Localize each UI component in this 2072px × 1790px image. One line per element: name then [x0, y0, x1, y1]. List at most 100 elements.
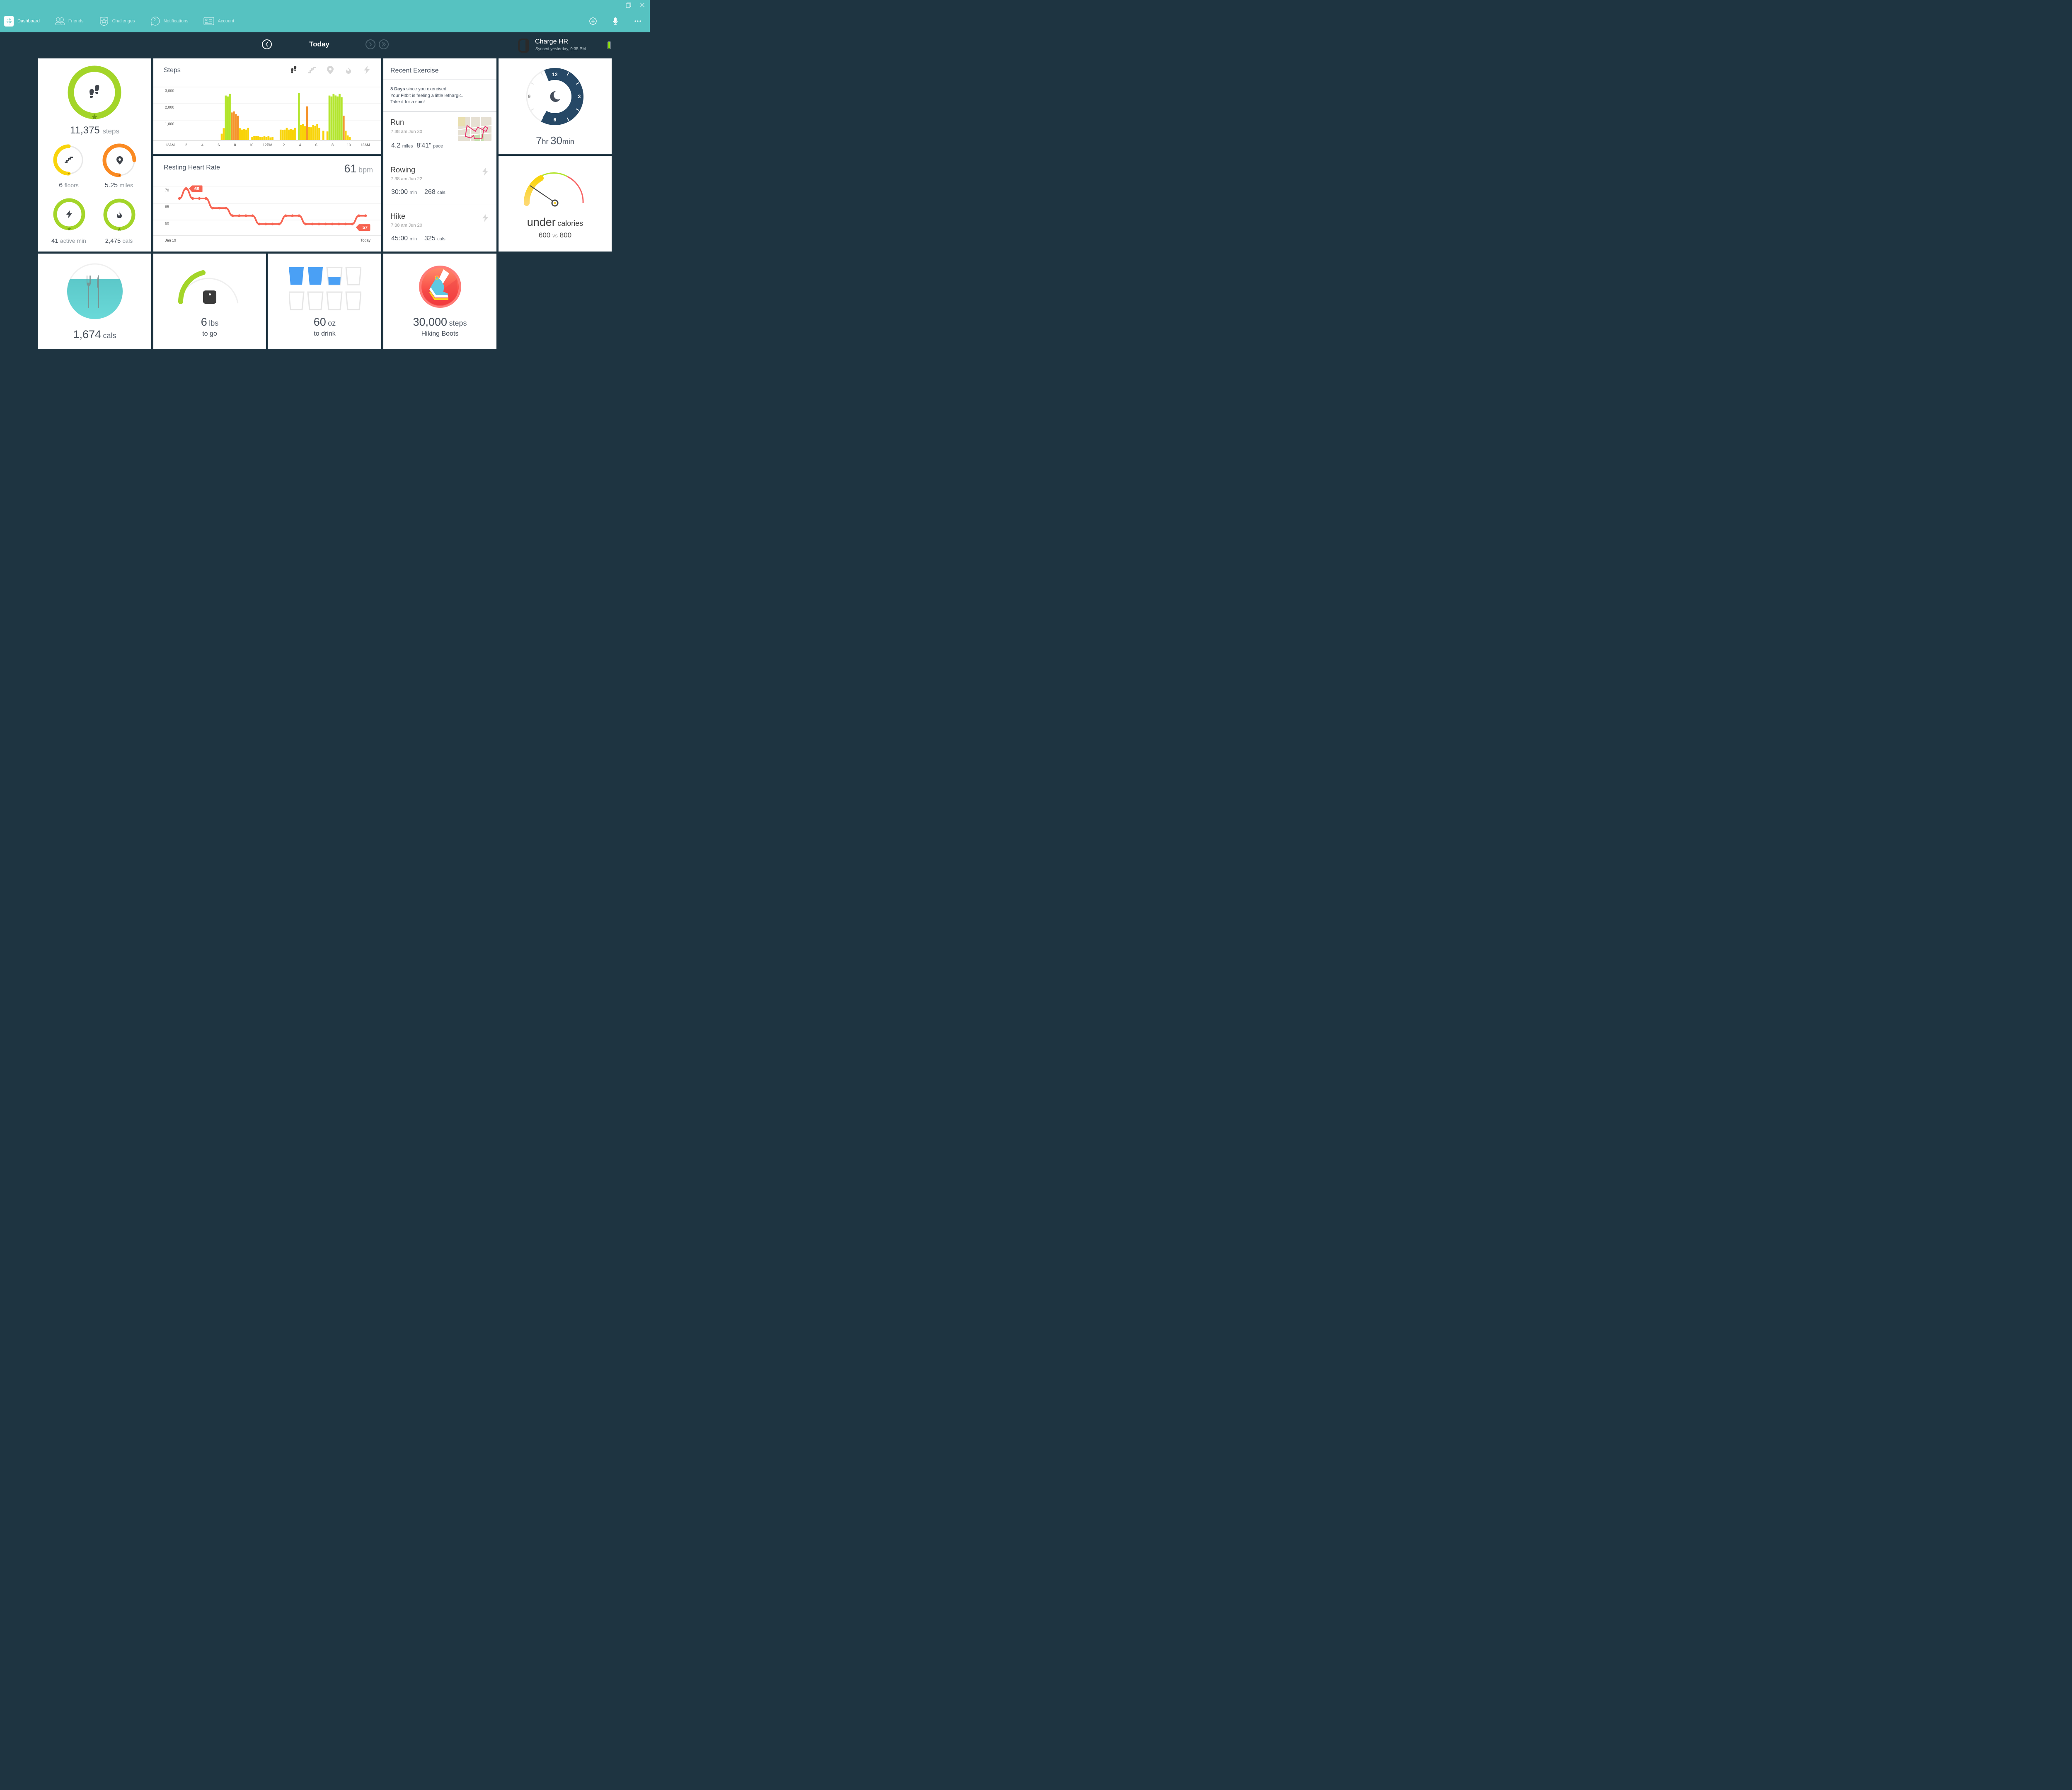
active-minutes-ring: [53, 198, 85, 231]
distance-progress-ring: [102, 143, 136, 177]
water-intake-tile[interactable]: 60 oz to drink: [268, 254, 381, 349]
calories-burned-ring: [103, 198, 136, 231]
nav-challenges[interactable]: Challenges: [99, 16, 135, 27]
location-icon[interactable]: [326, 65, 335, 75]
water-glass-empty: [326, 291, 343, 310]
device-name: Charge HR: [535, 38, 569, 45]
svg-text:8: 8: [234, 143, 236, 147]
water-glass-empty: [307, 291, 324, 310]
svg-text:2: 2: [283, 143, 285, 147]
weight-goal-tile[interactable]: 6 lbs to go: [153, 254, 266, 349]
fork-knife-icon: [87, 275, 99, 308]
moon-icon: [550, 91, 560, 102]
date-navigator: Today: [262, 39, 390, 50]
jump-to-today-button[interactable]: [379, 39, 389, 49]
metric-selector: [289, 65, 371, 75]
resting-heart-rate-tile[interactable]: Resting Heart Rate 61 bpm 70 65 60 Jan 19 To…: [153, 156, 381, 252]
svg-text:60: 60: [165, 221, 169, 225]
water-glass-full: [308, 267, 323, 285]
water-glass-full: [289, 267, 304, 285]
daily-stats-tile[interactable]: 11,375 steps 6 floors 5.25 miles 41 acti…: [38, 58, 151, 252]
nav-friends[interactable]: Friends: [55, 16, 84, 27]
water-glass-empty: [345, 267, 361, 285]
water-glass-empty: [345, 291, 361, 310]
double-chevron-right-icon: [382, 42, 386, 47]
weight-progress-gauge: [178, 270, 239, 304]
calorie-balance-tile[interactable]: under calories 600 vs 800: [499, 156, 612, 252]
calories-flame-icon[interactable]: [344, 65, 353, 75]
nav-dashboard-label: Dashboard: [17, 19, 40, 24]
max-heart-rate-label: 69: [188, 185, 203, 193]
notification-count-badge: 2: [153, 18, 156, 22]
run-route-map[interactable]: [458, 117, 491, 141]
previous-day-button[interactable]: [262, 39, 272, 49]
water-subtitle: to drink: [314, 330, 336, 337]
svg-text:12AM: 12AM: [360, 143, 370, 147]
weight-subtitle: to go: [202, 330, 217, 337]
svg-text:2,000: 2,000: [165, 105, 174, 109]
floors-stat: 6 floors: [59, 182, 79, 189]
tracker-band-icon: [518, 39, 529, 53]
fitbit-logo-icon: [4, 16, 14, 27]
floors-icon[interactable]: [307, 65, 317, 75]
steps-icon[interactable]: [289, 65, 298, 75]
svg-text:4: 4: [201, 143, 203, 147]
exercise-title: Recent Exercise: [390, 67, 439, 74]
restore-window-icon[interactable]: [625, 2, 632, 8]
current-date-label: Today: [309, 40, 329, 48]
svg-text:3,000: 3,000: [165, 89, 174, 93]
nav-dashboard[interactable]: Dashboard: [4, 16, 40, 27]
nav-notifications-label: Notifications: [163, 19, 189, 24]
main-nav: Dashboard Friends Challenges: [4, 15, 249, 27]
steps-icon: [90, 85, 99, 98]
svg-text:3: 3: [578, 94, 581, 99]
steps-chart-tile[interactable]: Steps 3,000 2,000 1,000 12AM 2 4 6 8 10 12PM 2 4 6 8 1…: [153, 58, 381, 154]
device-status[interactable]: Charge HR Synced yesterday, 9:35 PM: [518, 37, 613, 54]
steps-stat: 11,375 steps: [70, 125, 119, 136]
water-stat: 60 oz: [313, 316, 336, 328]
exercise-item-run[interactable]: Run 7:38 am Jun 30 4.2 miles 8'41" pace: [383, 112, 496, 158]
svg-text:10: 10: [249, 143, 253, 147]
more-icon[interactable]: [633, 17, 642, 26]
top-bar: Dashboard Friends Challenges: [0, 0, 650, 32]
nav-challenges-label: Challenges: [112, 19, 135, 24]
sleep-tile[interactable]: 12 3 6 9 7hr 30min: [499, 58, 612, 154]
svg-text:12PM: 12PM: [263, 143, 273, 147]
calorie-status: under calories: [527, 216, 583, 228]
battery-icon: [608, 41, 611, 49]
svg-text:4: 4: [299, 143, 301, 147]
microphone-icon[interactable]: [611, 17, 620, 26]
calorie-balance-gauge: [523, 172, 584, 207]
lightning-icon: [66, 210, 72, 218]
chevron-left-icon: [265, 42, 268, 47]
nav-friends-label: Friends: [68, 19, 84, 24]
exercise-item-rowing[interactable]: Rowing 7:38 am Jun 22 30:00 min 268 cals: [383, 158, 496, 205]
active-minutes-stat: 41 active min: [51, 237, 86, 244]
close-window-icon[interactable]: [639, 2, 646, 8]
location-pin-icon: [116, 156, 123, 164]
sleep-clock: 12 3 6 9: [526, 68, 584, 126]
badge-name: Hiking Boots: [421, 330, 459, 337]
food-plate-gauge: [67, 263, 123, 319]
lightning-icon[interactable]: [362, 65, 371, 75]
svg-text:6: 6: [554, 117, 557, 123]
nav-account[interactable]: Account: [203, 16, 234, 27]
badge-tile[interactable]: 30,000 steps Hiking Boots: [383, 254, 496, 349]
food-calories-tile[interactable]: 1,674 cals: [38, 254, 151, 349]
svg-text:8: 8: [332, 143, 334, 147]
min-heart-rate-label: 57: [355, 224, 371, 232]
svg-text:65: 65: [165, 205, 169, 209]
notification-bubble-icon: 2: [150, 16, 161, 27]
scale-icon: [203, 290, 216, 304]
badge-steps: 30,000 steps: [413, 316, 467, 328]
svg-text:6: 6: [315, 143, 317, 147]
next-day-button[interactable]: [366, 39, 375, 49]
svg-text:10: 10: [347, 143, 351, 147]
add-icon[interactable]: [588, 17, 598, 26]
hiking-boots-badge-icon: [419, 266, 461, 308]
water-glass-empty: [289, 291, 305, 310]
svg-text:2: 2: [185, 143, 187, 147]
nav-notifications[interactable]: 2 Notifications: [150, 16, 189, 27]
exercise-item-hike[interactable]: Hike 7:38 am Jun 20 45:00 min 325 cals: [383, 205, 496, 252]
floors-progress-ring: [53, 144, 83, 176]
